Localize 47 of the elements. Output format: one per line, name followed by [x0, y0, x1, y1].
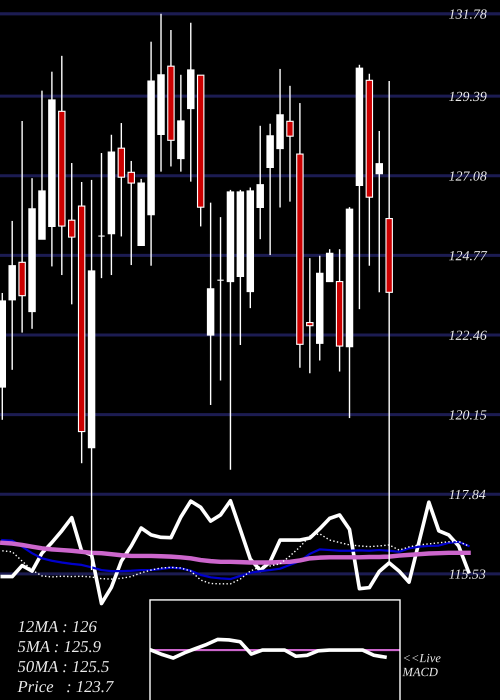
candlestick [18, 120, 26, 334]
candlestick [316, 255, 324, 362]
candlestick [108, 134, 116, 276]
candlestick [8, 220, 16, 371]
candlestick [196, 74, 204, 228]
candlestick [167, 29, 175, 168]
annotation: <<Live MACD [402, 654, 441, 676]
candlestick [177, 74, 185, 172]
line-series [0, 540, 471, 565]
y-tick-label: 120.15 [449, 410, 486, 420]
candlestick [157, 13, 165, 172]
candlestick [187, 22, 195, 182]
candlestick [38, 90, 46, 240]
candlestick [48, 70, 56, 268]
candlestick [216, 216, 224, 382]
candlestick [336, 248, 344, 372]
candlestick [276, 68, 284, 208]
y-tick-label: 115.53 [449, 569, 486, 579]
y-tick-label: 131.78 [449, 9, 487, 19]
candlestick [206, 202, 214, 406]
annotation: Price : 123.7 [17, 680, 114, 692]
candlestick [306, 257, 314, 374]
candlestick [286, 85, 294, 202]
candlestick [118, 122, 126, 238]
candlestick [296, 102, 304, 368]
y-tick-label: 129.39 [449, 92, 487, 102]
candlestick [376, 130, 383, 293]
y-tick-label: 124.77 [449, 251, 488, 260]
candlestick [246, 186, 254, 309]
candlestick [137, 178, 145, 246]
candlestick [98, 152, 106, 279]
candlestick [266, 123, 274, 256]
annotation: 12MA : 126 [18, 620, 97, 632]
y-tick-label: 127.08 [449, 171, 487, 181]
annotation: 50MA : 125.5 [18, 660, 109, 672]
candlestick [58, 55, 66, 276]
candlestick [78, 181, 86, 464]
candlestick [256, 125, 264, 240]
y-tick-label: 122.46 [449, 330, 487, 340]
candlestick [68, 162, 76, 306]
candlestick [128, 160, 135, 266]
annotation: 5MA : 125.9 [18, 640, 101, 652]
candlestick [147, 41, 155, 266]
y-tick-label: 117.84 [449, 490, 486, 500]
candlestick [28, 177, 36, 330]
candlestick [366, 73, 374, 266]
candlestick [0, 292, 6, 420]
